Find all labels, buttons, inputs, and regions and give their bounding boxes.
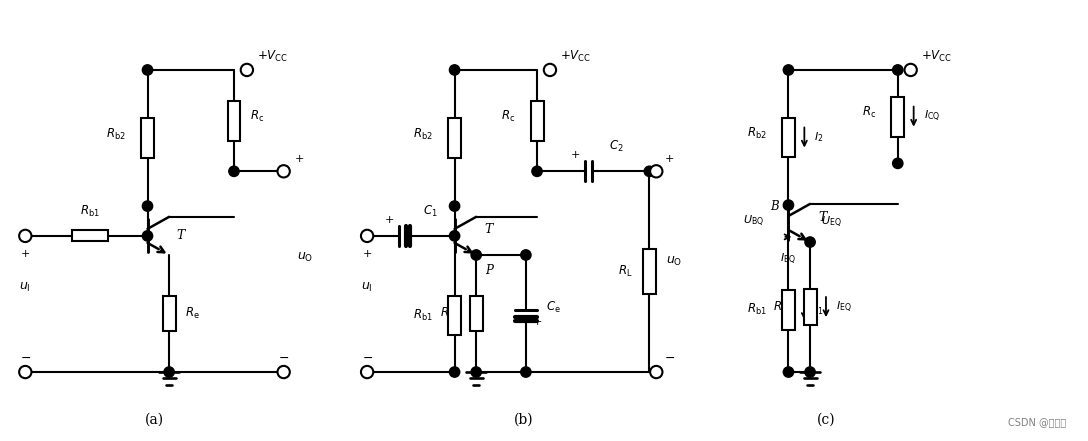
Circle shape [521, 367, 531, 377]
Text: $u_{\rm I}$: $u_{\rm I}$ [20, 281, 32, 294]
Circle shape [471, 250, 481, 260]
Text: $+V_{\rm CC}$: $+V_{\rm CC}$ [560, 49, 591, 64]
Text: $I_{\rm 1}$: $I_{\rm 1}$ [814, 303, 824, 317]
Circle shape [20, 230, 32, 242]
Circle shape [20, 366, 32, 378]
Text: $I_{\rm BQ}$: $I_{\rm BQ}$ [780, 252, 796, 267]
Circle shape [892, 158, 903, 168]
Text: $+V_{\rm CC}$: $+V_{\rm CC}$ [920, 49, 952, 64]
Text: $+$: $+$ [570, 149, 580, 160]
Circle shape [449, 201, 460, 211]
Bar [782, 118, 795, 157]
Text: (c): (c) [817, 413, 836, 427]
Text: $+$: $+$ [665, 153, 675, 164]
Circle shape [651, 366, 663, 378]
Bar [141, 118, 154, 158]
Circle shape [644, 166, 655, 176]
Circle shape [164, 367, 174, 377]
Circle shape [361, 366, 373, 378]
Circle shape [904, 64, 917, 76]
Circle shape [240, 64, 254, 76]
Text: $R_{\rm c}$: $R_{\rm c}$ [500, 109, 516, 124]
Text: $u_{\rm O}$: $u_{\rm O}$ [666, 255, 682, 268]
Text: P: P [485, 264, 493, 277]
Text: B: B [770, 200, 779, 213]
Circle shape [449, 367, 460, 377]
Text: $R_{\rm e}$: $R_{\rm e}$ [440, 306, 455, 321]
Text: $R_{\rm L}$: $R_{\rm L}$ [618, 264, 632, 279]
Text: $R_{\rm e}$: $R_{\rm e}$ [185, 306, 200, 321]
Circle shape [143, 201, 152, 211]
Text: $C_{\rm 1}$: $C_{\rm 1}$ [423, 204, 437, 219]
Bar [72, 231, 108, 241]
Circle shape [471, 367, 481, 377]
Text: $+$: $+$ [384, 213, 394, 224]
Text: (b): (b) [515, 413, 534, 427]
Circle shape [143, 231, 152, 241]
Circle shape [805, 367, 815, 377]
Text: $+$: $+$ [532, 316, 542, 327]
Text: $I_{\rm CQ}$: $I_{\rm CQ}$ [924, 109, 940, 124]
Circle shape [228, 166, 239, 176]
Text: $I_{\rm EQ}$: $I_{\rm EQ}$ [836, 299, 852, 314]
Circle shape [143, 65, 152, 75]
Text: T: T [819, 210, 827, 224]
Bar [531, 101, 544, 141]
Text: $\mathsf{-}$: $\mathsf{-}$ [665, 351, 676, 364]
Text: $R_{\rm b2}$: $R_{\rm b2}$ [412, 127, 433, 142]
Circle shape [532, 166, 542, 176]
Text: $u_{\rm I}$: $u_{\rm I}$ [361, 281, 373, 294]
Bar [891, 97, 904, 137]
Text: $C_{\rm e}$: $C_{\rm e}$ [546, 300, 560, 315]
Text: (a): (a) [145, 413, 164, 427]
Circle shape [783, 65, 793, 75]
Circle shape [892, 65, 903, 75]
Text: $R_{\rm b1}$: $R_{\rm b1}$ [79, 204, 100, 219]
Text: $\mathsf{-}$: $\mathsf{-}$ [20, 351, 30, 364]
Text: T: T [177, 229, 185, 243]
Text: $+$: $+$ [362, 248, 372, 259]
Text: $\mathsf{-}$: $\mathsf{-}$ [279, 351, 289, 364]
Text: $+$: $+$ [294, 153, 304, 164]
Circle shape [783, 200, 793, 210]
Text: $R_{\rm c}$: $R_{\rm c}$ [250, 109, 264, 124]
Circle shape [449, 65, 460, 75]
Text: $R_{\rm b2}$: $R_{\rm b2}$ [106, 127, 125, 142]
Text: T: T [484, 224, 492, 236]
Circle shape [544, 64, 556, 76]
Text: $+$: $+$ [21, 248, 30, 259]
Bar [643, 249, 656, 294]
Circle shape [277, 366, 289, 378]
Text: $R_{\rm b1}$: $R_{\rm b1}$ [746, 303, 767, 318]
Bar [163, 296, 175, 331]
Text: $R_{\rm c}$: $R_{\rm c}$ [862, 105, 876, 120]
Circle shape [521, 250, 531, 260]
Bar [782, 290, 795, 330]
Text: $U_{\rm EQ}$: $U_{\rm EQ}$ [821, 215, 842, 230]
Text: $+V_{\rm CC}$: $+V_{\rm CC}$ [257, 49, 288, 64]
Circle shape [361, 230, 373, 242]
Circle shape [651, 165, 663, 177]
Circle shape [805, 237, 815, 247]
Text: $I_{\rm 2}$: $I_{\rm 2}$ [814, 131, 824, 144]
Circle shape [783, 367, 793, 377]
Bar [470, 296, 483, 331]
Circle shape [449, 231, 460, 241]
Text: $C_{\rm 2}$: $C_{\rm 2}$ [608, 139, 623, 154]
Circle shape [277, 165, 289, 177]
Bar [227, 101, 240, 141]
Bar [448, 295, 461, 335]
Text: $R_{\rm e}$: $R_{\rm e}$ [774, 299, 788, 314]
Text: $R_{\rm b2}$: $R_{\rm b2}$ [746, 126, 767, 141]
Text: CSDN @妖兽唛: CSDN @妖兽唛 [1009, 417, 1066, 427]
Text: $U_{\rm BQ}$: $U_{\rm BQ}$ [743, 213, 765, 228]
Bar [804, 289, 816, 325]
Bar [448, 118, 461, 158]
Text: $u_{\rm O}$: $u_{\rm O}$ [297, 251, 313, 264]
Text: $R_{\rm b1}$: $R_{\rm b1}$ [412, 308, 433, 323]
Text: $\mathsf{-}$: $\mathsf{-}$ [361, 351, 373, 364]
